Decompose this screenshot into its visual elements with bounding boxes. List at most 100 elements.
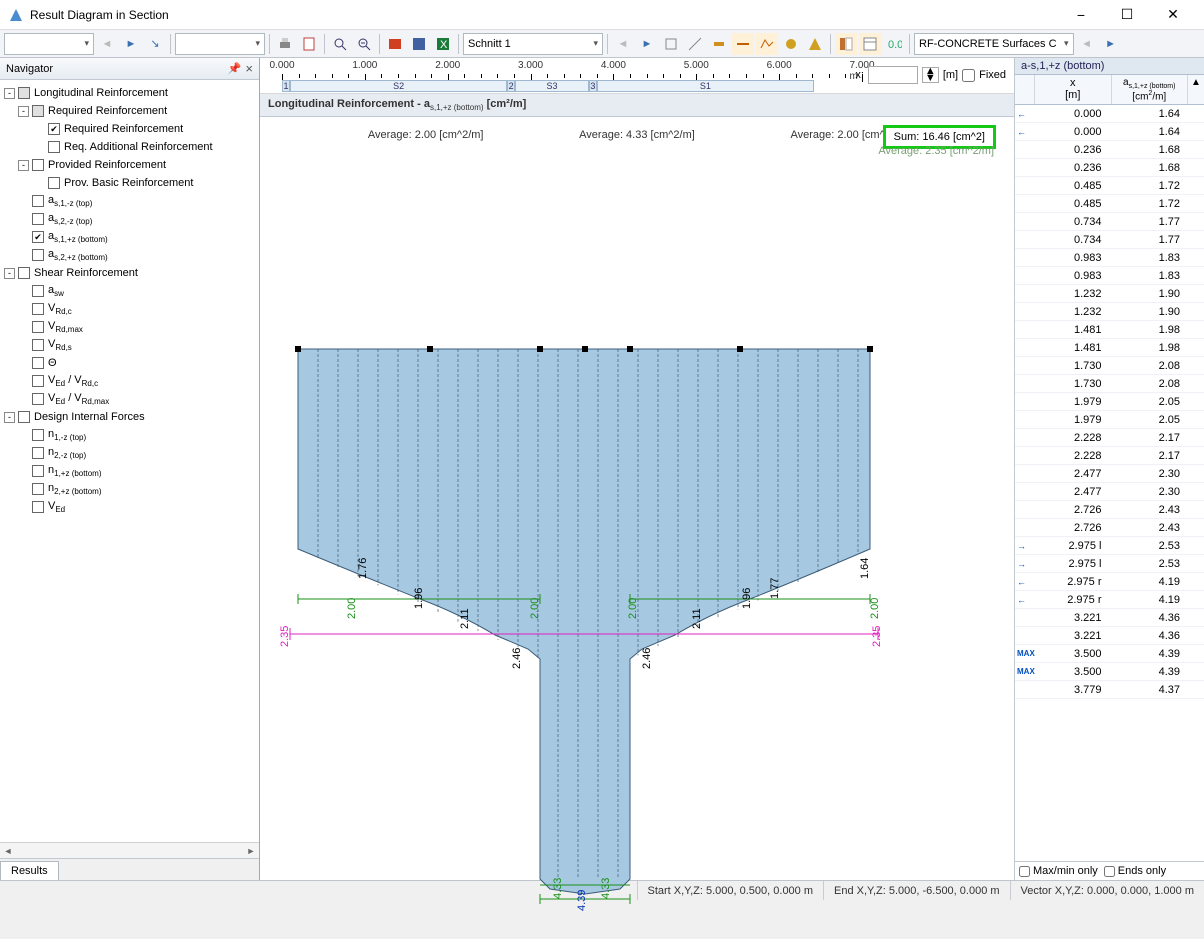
dropdown-2[interactable] xyxy=(175,33,265,55)
table-row[interactable]: 1.9792.05 xyxy=(1015,411,1204,429)
table-row[interactable]: 1.2321.90 xyxy=(1015,303,1204,321)
table-row[interactable]: 0.9831.83 xyxy=(1015,249,1204,267)
pin-icon[interactable]: 📌 xyxy=(228,62,242,75)
module-prev[interactable]: ◄ xyxy=(1076,33,1098,55)
tree-node-n2mz[interactable]: n2,-z (top) xyxy=(0,444,259,462)
zoom-out-button[interactable] xyxy=(353,33,375,55)
x-spinner[interactable]: ▲▼ xyxy=(922,67,939,83)
tree-node-shear[interactable]: -Shear Reinforcement xyxy=(0,264,259,282)
tree-node-vrdmax[interactable]: VRd,max xyxy=(0,318,259,336)
table-row[interactable]: ←0.0001.64 xyxy=(1015,105,1204,123)
table-row[interactable]: 2.2282.17 xyxy=(1015,429,1204,447)
tree-node-req1[interactable]: Required Reinforcement xyxy=(0,120,259,138)
navigator-close[interactable]: × xyxy=(245,61,253,76)
table-row[interactable]: 0.9831.83 xyxy=(1015,267,1204,285)
nav-prev-button[interactable]: ◄ xyxy=(96,33,118,55)
tree-node-long[interactable]: -Longitudinal Reinforcement xyxy=(0,84,259,102)
tree-node-prov1[interactable]: Prov. Basic Reinforcement xyxy=(0,174,259,192)
table-row[interactable]: 2.7262.43 xyxy=(1015,501,1204,519)
table-row[interactable]: ←2.975 r4.19 xyxy=(1015,591,1204,609)
table-row[interactable]: 3.7794.37 xyxy=(1015,681,1204,699)
navigator-hscroll[interactable]: ◄► xyxy=(0,842,259,858)
tab-results[interactable]: Results xyxy=(0,861,59,880)
table-row[interactable]: 1.7302.08 xyxy=(1015,357,1204,375)
tree-node-ved[interactable]: VEd xyxy=(0,498,259,516)
table-row[interactable]: 0.4851.72 xyxy=(1015,177,1204,195)
panel-toggle-table[interactable] xyxy=(859,33,881,55)
jump-button[interactable]: ↘ xyxy=(144,33,166,55)
minimize-button[interactable]: − xyxy=(1058,0,1104,30)
tree-node-dif[interactable]: -Design Internal Forces xyxy=(0,408,259,426)
table-row[interactable]: 0.2361.68 xyxy=(1015,141,1204,159)
tool-g[interactable] xyxy=(804,33,826,55)
tree-node-as2pz[interactable]: as,2,+z (bottom) xyxy=(0,246,259,264)
tree-node-vrdc[interactable]: VRd,c xyxy=(0,300,259,318)
save-button[interactable] xyxy=(408,33,430,55)
table-row[interactable]: 2.4772.30 xyxy=(1015,465,1204,483)
table-row[interactable]: →2.975 l2.53 xyxy=(1015,537,1204,555)
tool-e[interactable] xyxy=(756,33,778,55)
table-row[interactable]: 1.2321.90 xyxy=(1015,285,1204,303)
tree-node-asw[interactable]: asw xyxy=(0,282,259,300)
table-row[interactable]: 2.4772.30 xyxy=(1015,483,1204,501)
data-rows[interactable]: ←0.0001.64←0.0001.640.2361.680.2361.680.… xyxy=(1015,105,1204,861)
tool-d[interactable] xyxy=(732,33,754,55)
table-row[interactable]: MAX3.5004.39 xyxy=(1015,663,1204,681)
maximize-button[interactable]: ☐ xyxy=(1104,0,1150,30)
panel-toggle-c[interactable]: 0.00 xyxy=(883,33,905,55)
panel-toggle-nav[interactable] xyxy=(835,33,857,55)
close-button[interactable]: ✕ xyxy=(1150,0,1196,30)
tree-node-as1mz[interactable]: as,1,-z (top) xyxy=(0,192,259,210)
ends-checkbox[interactable]: Ends only xyxy=(1104,865,1166,877)
table-row[interactable]: 1.4811.98 xyxy=(1015,321,1204,339)
table-row[interactable]: ←2.975 r4.19 xyxy=(1015,573,1204,591)
fixed-checkbox[interactable] xyxy=(962,69,975,82)
table-row[interactable]: MAX3.5004.39 xyxy=(1015,645,1204,663)
table-row[interactable]: 1.9792.05 xyxy=(1015,393,1204,411)
tree-node-n1mz[interactable]: n1,-z (top) xyxy=(0,426,259,444)
table-row[interactable]: 0.4851.72 xyxy=(1015,195,1204,213)
avg-1: Average: 2.00 [cm^2/m] xyxy=(368,129,484,141)
tree-node-ved2[interactable]: VEd / VRd,max xyxy=(0,390,259,408)
table-row[interactable]: 2.7262.43 xyxy=(1015,519,1204,537)
tool-c[interactable] xyxy=(708,33,730,55)
tree-node-as1pz[interactable]: as,1,+z (bottom) xyxy=(0,228,259,246)
module-dropdown[interactable]: RF-CONCRETE Surfaces C xyxy=(914,33,1074,55)
table-button[interactable] xyxy=(384,33,406,55)
table-row[interactable]: 0.2361.68 xyxy=(1015,159,1204,177)
nav-next-button[interactable]: ► xyxy=(120,33,142,55)
tree-node-req[interactable]: -Required Reinforcement xyxy=(0,102,259,120)
table-row[interactable]: 0.7341.77 xyxy=(1015,213,1204,231)
table-row[interactable]: 1.4811.98 xyxy=(1015,339,1204,357)
excel-button[interactable]: X xyxy=(432,33,454,55)
tool-a[interactable] xyxy=(660,33,682,55)
tree-node-req2[interactable]: Req. Additional Reinforcement xyxy=(0,138,259,156)
report-button[interactable] xyxy=(298,33,320,55)
table-row[interactable]: 1.7302.08 xyxy=(1015,375,1204,393)
tree-node-vrds[interactable]: VRd,s xyxy=(0,336,259,354)
navigator-tree[interactable]: -Longitudinal Reinforcement-Required Rei… xyxy=(0,80,259,842)
tree-node-as2mz[interactable]: as,2,-z (top) xyxy=(0,210,259,228)
tree-node-prov[interactable]: -Provided Reinforcement xyxy=(0,156,259,174)
tree-node-theta[interactable]: Θ xyxy=(0,354,259,372)
tree-node-n2pz[interactable]: n2,+z (bottom) xyxy=(0,480,259,498)
section-dropdown[interactable]: Schnitt 1 xyxy=(463,33,603,55)
maxmin-checkbox[interactable]: Max/min only xyxy=(1019,865,1098,877)
table-row[interactable]: →2.975 l2.53 xyxy=(1015,555,1204,573)
dropdown-1[interactable] xyxy=(4,33,94,55)
table-row[interactable]: ←0.0001.64 xyxy=(1015,123,1204,141)
tree-node-ved1[interactable]: VEd / VRd,c xyxy=(0,372,259,390)
x-input[interactable] xyxy=(868,66,918,84)
zoom-in-button[interactable] xyxy=(329,33,351,55)
section-next[interactable]: ► xyxy=(636,33,658,55)
table-row[interactable]: 3.2214.36 xyxy=(1015,609,1204,627)
tool-f[interactable] xyxy=(780,33,802,55)
table-row[interactable]: 0.7341.77 xyxy=(1015,231,1204,249)
table-row[interactable]: 3.2214.36 xyxy=(1015,627,1204,645)
tree-node-n1pz[interactable]: n1,+z (bottom) xyxy=(0,462,259,480)
module-next[interactable]: ► xyxy=(1100,33,1122,55)
section-prev[interactable]: ◄ xyxy=(612,33,634,55)
tool-b[interactable] xyxy=(684,33,706,55)
print-button[interactable] xyxy=(274,33,296,55)
table-row[interactable]: 2.2282.17 xyxy=(1015,447,1204,465)
